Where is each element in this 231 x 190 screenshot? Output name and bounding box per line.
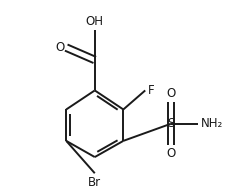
Text: Br: Br bbox=[88, 176, 101, 189]
Text: O: O bbox=[166, 146, 176, 160]
Text: NH₂: NH₂ bbox=[201, 117, 223, 130]
Text: OH: OH bbox=[86, 15, 104, 28]
Text: S: S bbox=[167, 117, 175, 130]
Text: O: O bbox=[55, 41, 64, 54]
Text: F: F bbox=[148, 84, 155, 97]
Text: O: O bbox=[166, 87, 176, 100]
